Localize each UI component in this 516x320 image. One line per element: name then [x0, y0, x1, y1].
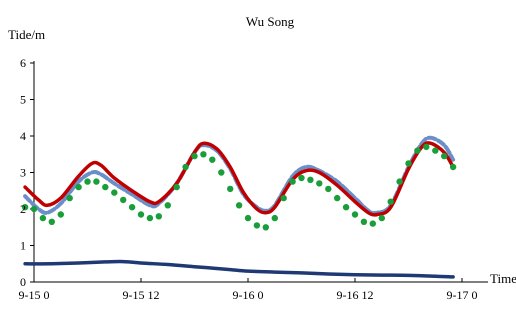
series-point: [253, 222, 261, 229]
series-point: [84, 178, 91, 185]
series-point: [191, 152, 198, 160]
series-point: [316, 180, 323, 187]
series-point: [342, 204, 350, 211]
series-point: [307, 176, 314, 183]
series-point: [39, 214, 47, 222]
series-point: [164, 202, 171, 209]
series-point: [423, 143, 430, 151]
series-point: [369, 220, 376, 227]
series-point: [432, 147, 439, 154]
x-tick-label: 9-15 12: [123, 288, 160, 302]
y-tick-label: 5: [20, 93, 26, 107]
y-tick-label: 2: [20, 202, 26, 216]
series-point: [128, 204, 136, 211]
series-point: [414, 147, 421, 154]
x-tick-label: 9-16 12: [337, 288, 374, 302]
series-point: [48, 218, 55, 225]
x-tick-label: 9-16 0: [233, 288, 264, 302]
x-tick-label: 9-15 0: [19, 288, 50, 302]
series-point: [111, 189, 118, 196]
series-point: [334, 194, 341, 202]
series-point: [155, 213, 162, 220]
series-point: [325, 185, 332, 193]
series-point: [235, 202, 243, 209]
y-tick-label: 3: [20, 166, 26, 180]
series-point: [289, 178, 296, 185]
series-point: [360, 218, 368, 225]
series-point: [262, 224, 269, 231]
series-point: [75, 183, 82, 191]
y-tick-label: 6: [20, 56, 26, 70]
x-axis-title: Time: [490, 271, 516, 286]
series-point: [21, 204, 29, 211]
series-point: [378, 214, 385, 222]
series-point: [93, 178, 100, 185]
axes: [30, 61, 488, 283]
series-point: [405, 160, 412, 167]
y-axis-title: Tide/m: [8, 27, 45, 42]
series-point: [449, 163, 457, 171]
series-point: [66, 194, 73, 202]
series-point: [30, 205, 38, 213]
series-point: [146, 214, 154, 222]
series-layer: [21, 135, 457, 279]
chart-title: Wu Song: [246, 14, 295, 29]
tick-labels: 0 1 2 3 4 5 6 9-15 0 9-15 12 9-16 0 9-16 12 9-17 0: [19, 56, 478, 302]
series-point: [120, 196, 127, 204]
y-tick-label: 1: [20, 239, 26, 253]
series-point: [137, 211, 145, 218]
series-point: [387, 198, 394, 205]
series-point: [200, 151, 207, 158]
series-point: [182, 163, 189, 171]
series-point: [244, 214, 252, 222]
series-point: [271, 214, 278, 222]
series-line: [23, 259, 455, 279]
series-point: [57, 211, 64, 218]
series-point: [218, 169, 225, 176]
series-point: [173, 183, 180, 191]
series-point: [298, 174, 305, 182]
series-point: [351, 211, 359, 218]
series-point: [209, 156, 216, 163]
series-line: [23, 141, 455, 217]
series-point: [102, 183, 109, 191]
series-point: [396, 178, 403, 185]
y-tick-label: 4: [20, 129, 26, 143]
y-tick-label: 0: [20, 275, 26, 289]
series-point: [227, 185, 234, 193]
series-point: [280, 194, 287, 202]
x-tick-label: 9-17 0: [447, 288, 478, 302]
series-point: [441, 152, 448, 160]
